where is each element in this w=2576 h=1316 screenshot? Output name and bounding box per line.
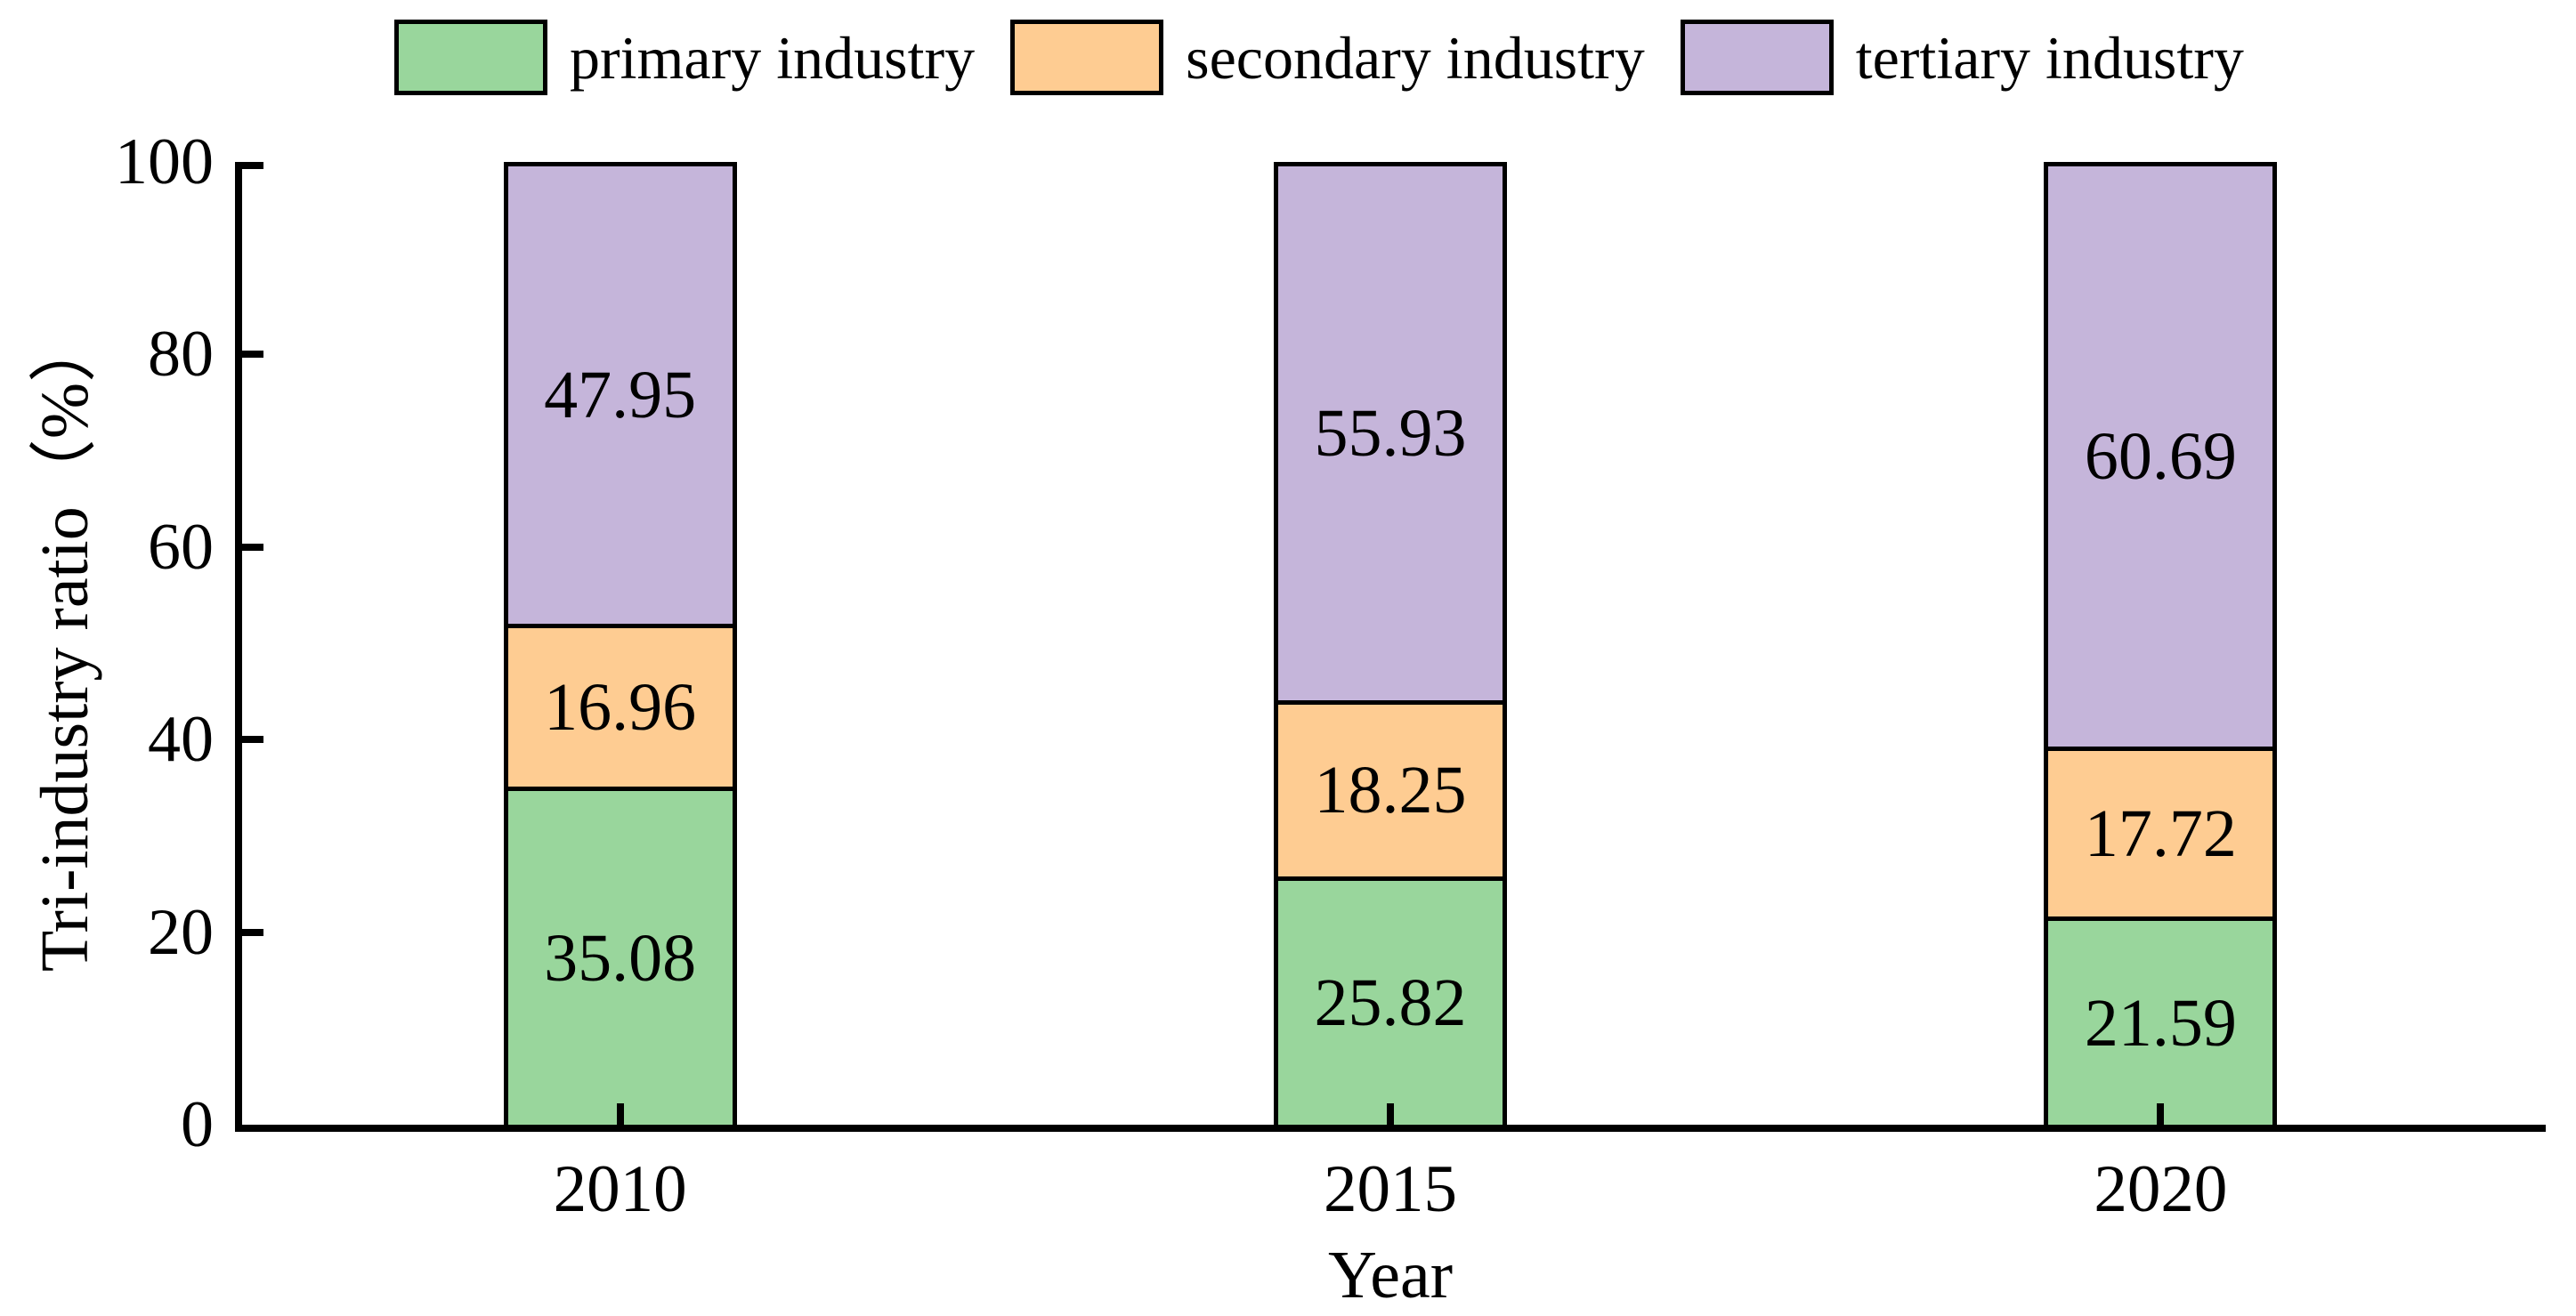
y-tick-label: 40 <box>148 703 214 777</box>
bar-segment-secondary-industry: 18.25 <box>1274 700 1507 881</box>
x-tick <box>1387 1103 1394 1125</box>
x-tick <box>2157 1103 2165 1125</box>
y-tick <box>242 736 263 744</box>
y-tick <box>242 351 263 359</box>
bar-value-label: 21.59 <box>2084 985 2237 1061</box>
y-tick-label: 80 <box>148 318 214 392</box>
legend-label: tertiary industry <box>1855 23 2244 92</box>
bar-segment-primary-industry: 35.08 <box>503 787 737 1129</box>
bar-value-label: 55.93 <box>1314 396 1467 472</box>
bar-value-label: 25.82 <box>1314 965 1467 1040</box>
legend-label: secondary industry <box>1186 23 1645 92</box>
x-axis-line <box>235 1125 2546 1132</box>
y-axis-title: Tri-industry ratio（%） <box>28 314 102 973</box>
bar-segment-tertiary-industry: 60.69 <box>2044 162 2278 751</box>
bar-segment-primary-industry: 21.59 <box>2044 916 2278 1129</box>
y-tick <box>242 928 263 936</box>
x-tick-label: 2010 <box>553 1152 687 1226</box>
x-tick-label: 2015 <box>1324 1152 1457 1226</box>
bar-segment-secondary-industry: 16.96 <box>503 623 737 792</box>
legend-swatch-tertiary-industry-icon <box>1680 20 1834 95</box>
legend-swatch-secondary-industry-icon <box>1010 20 1164 95</box>
y-tick-label: 0 <box>181 1088 214 1161</box>
y-tick-label: 60 <box>148 510 214 584</box>
legend-item-primary-industry: primary industry <box>394 20 975 95</box>
x-axis-title: Year <box>1327 1238 1454 1312</box>
bar-segment-secondary-industry: 17.72 <box>2044 746 2278 922</box>
bar-value-label: 18.25 <box>1314 753 1467 828</box>
y-tick-label: 100 <box>115 125 214 198</box>
legend-label: primary industry <box>570 23 976 92</box>
y-tick <box>242 543 263 551</box>
y-axis-line <box>235 162 242 1132</box>
legend: primary industry secondary industry tertia… <box>394 20 2244 95</box>
y-tick-label: 20 <box>148 895 214 969</box>
legend-item-tertiary-industry: tertiary industry <box>1680 20 2244 95</box>
bar-value-label: 16.96 <box>544 670 697 746</box>
bar-segment-tertiary-industry: 55.93 <box>1274 162 1507 706</box>
bar-value-label: 35.08 <box>544 920 697 996</box>
legend-swatch-primary-industry-icon <box>394 20 547 95</box>
legend-item-secondary-industry: secondary industry <box>1010 20 1645 95</box>
bar-value-label: 17.72 <box>2084 796 2237 872</box>
bar-segment-primary-industry: 25.82 <box>1274 876 1507 1129</box>
y-tick <box>242 162 263 169</box>
bar-value-label: 60.69 <box>2084 418 2237 494</box>
bar-segment-tertiary-industry: 47.95 <box>503 162 737 628</box>
x-tick <box>616 1103 624 1125</box>
bar-value-label: 47.95 <box>544 358 697 432</box>
x-tick-label: 2020 <box>2094 1152 2228 1226</box>
